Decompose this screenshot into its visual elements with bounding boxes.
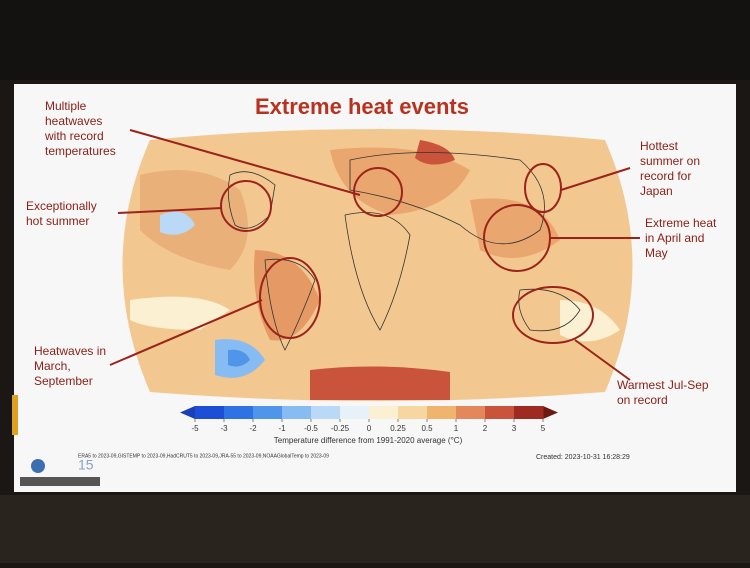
colorbar-tick-label: -2 <box>249 424 257 433</box>
colorbar-tick-label: 0.5 <box>421 424 433 433</box>
colorbar-cell <box>311 406 341 419</box>
colorbar-cell <box>514 406 544 419</box>
annotation-text: hot summer <box>26 214 89 228</box>
colorbar-tick-label: 5 <box>541 424 546 433</box>
colorbar-tick-label: 3 <box>512 424 517 433</box>
circle-south-america <box>259 257 321 339</box>
circle-japan <box>524 163 562 213</box>
colorbar-tick-label: 0.25 <box>390 424 406 433</box>
circle-usa <box>220 180 272 232</box>
colorbar-tick-label: -5 <box>191 424 199 433</box>
annotation-text: in April and <box>645 231 704 245</box>
annotation-text: Multiple <box>45 99 87 113</box>
annotation-text: Warmest Jul-Sep <box>617 378 709 392</box>
annotation-text: Heatwaves in <box>34 344 106 358</box>
colorbar-tick-label: 2 <box>483 424 488 433</box>
colorbar-cell <box>398 406 428 419</box>
sources: ERA5 to 2023-09,GISTEMP to 2023-09,HadCR… <box>78 453 329 459</box>
map <box>122 129 633 401</box>
annotation-text: Extreme heat <box>645 216 717 230</box>
annotation-text: on record <box>617 393 668 407</box>
colorbar-cell <box>369 406 399 419</box>
annotation-text: with record <box>44 129 104 143</box>
annotation-pointers <box>109 129 640 381</box>
colorbar-cell <box>456 406 486 419</box>
pointer-line <box>129 129 361 196</box>
pointer-line <box>560 167 631 191</box>
annotation-text: March, <box>34 359 71 373</box>
created: Created: 2023-10-31 16:28:29 <box>536 454 630 461</box>
toolbar <box>20 477 100 486</box>
annotation-text: Japan <box>640 184 673 198</box>
frame-top <box>0 0 750 80</box>
side-strip <box>12 395 18 435</box>
colorbar-cell <box>224 406 254 419</box>
colorbar-cell <box>427 406 457 419</box>
annotation-text: Hottest <box>640 139 679 153</box>
pointer-line <box>574 339 631 381</box>
colorbar-cell <box>253 406 283 419</box>
logo <box>31 459 45 473</box>
annotation-text: Exceptionally <box>26 199 97 213</box>
circle-europe <box>353 167 403 217</box>
annotation-text: May <box>645 246 668 260</box>
pointer-line <box>109 299 263 366</box>
annotation-text: heatwaves <box>45 114 102 128</box>
circle-australia <box>512 286 594 344</box>
colorbar-caption: Temperature difference from 1991-2020 av… <box>274 436 463 445</box>
colorbar-tick-label: -0.5 <box>304 424 318 433</box>
colorbar-cell <box>485 406 515 419</box>
annotation-text: September <box>34 374 93 388</box>
colorbar-tick-label: 1 <box>454 424 459 433</box>
colorbar-cell <box>195 406 225 419</box>
colorbar-cell <box>340 406 370 419</box>
frame-bottom <box>0 495 750 563</box>
colorbar-cell <box>282 406 312 419</box>
colorbar-tick-label: -1 <box>278 424 286 433</box>
title: Extreme heat events <box>255 94 469 119</box>
colorbar-over <box>543 406 558 419</box>
annotation-text: summer on <box>640 154 700 168</box>
logo-150: 15 <box>78 457 94 473</box>
colorbar-tick-label: -0.25 <box>331 424 350 433</box>
annotation-text: temperatures <box>45 144 116 158</box>
colorbar: -5 -3 -2 -1 -0.5 -0.25 0 0.25 0.5 1 2 3 5 <box>180 406 558 433</box>
colorbar-tick-label: -3 <box>220 424 228 433</box>
pointer-line <box>117 207 223 214</box>
colorbar-under <box>180 406 195 419</box>
annotation-text: record for <box>640 169 691 183</box>
colorbar-tick-label: 0 <box>367 424 372 433</box>
